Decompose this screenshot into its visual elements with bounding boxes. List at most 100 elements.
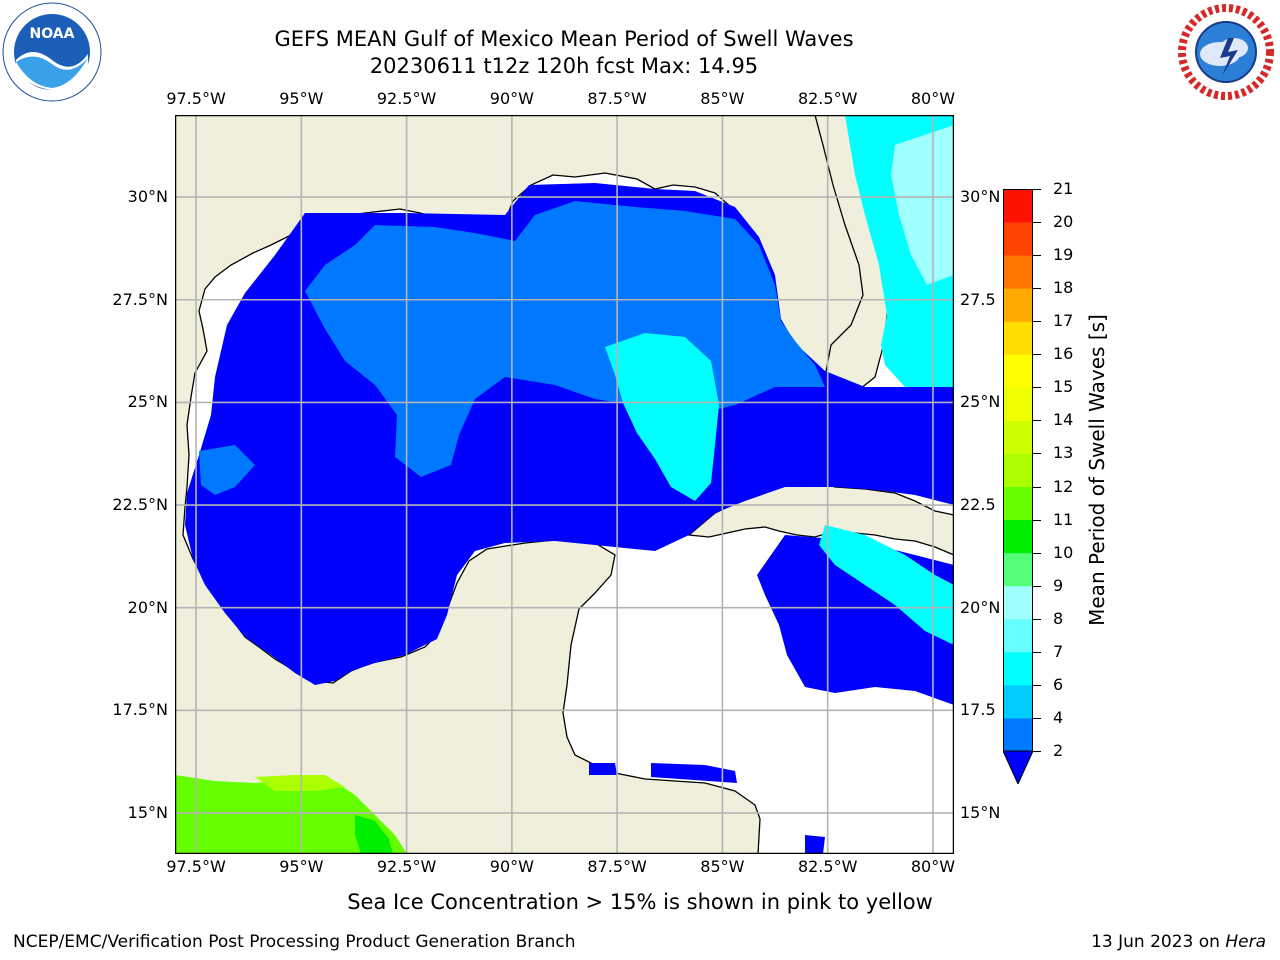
colorbar-tick-mark: [1033, 453, 1041, 455]
colorbar-tick-mark: [1033, 255, 1041, 257]
colorbar-tick-mark: [1033, 354, 1041, 356]
map-panel: [174, 114, 955, 855]
colorbar-tick-label: 6: [1053, 674, 1064, 694]
colorbar-tick-mark: [1033, 552, 1041, 554]
colorbar-segment: [1003, 453, 1033, 488]
colorbar-tick-mark: [1033, 618, 1041, 620]
lat-tick-right: 15°N: [960, 802, 1001, 822]
colorbar-segment: [1003, 651, 1033, 686]
lon-tick-top: 80°W: [910, 89, 956, 108]
colorbar-segment: [1003, 288, 1033, 322]
map-frame: [174, 114, 955, 855]
lat-tick-left: 17.5°N: [112, 700, 168, 720]
colorbar-frame: [1003, 189, 1033, 752]
lat-tick-left: 25°N: [127, 392, 168, 412]
colorbar-tick-label: 12: [1053, 476, 1074, 496]
lat-tick-right: 27.5: [960, 289, 996, 309]
colorbar-tick-label: 19: [1053, 245, 1074, 265]
colorbar-tick-label: 14: [1053, 410, 1074, 430]
colorbar-tick-label: 4: [1053, 707, 1064, 727]
lon-tick-bottom: 90°W: [489, 857, 534, 876]
lon-tick-top: 87.5°W: [587, 89, 647, 108]
footer-right: 13 Jun 2023 on Hera: [1091, 932, 1266, 952]
swell-field-6to7-central: [605, 333, 719, 501]
lon-tick-bottom: 82.5°W: [797, 857, 858, 876]
colorbar-segment: [1003, 354, 1033, 388]
colorbar-label: Mean Period of Swell Waves [s]: [1085, 314, 1109, 626]
lat-tick-right: 22.5: [960, 495, 996, 515]
noaa-logo: NOAA: [2, 2, 102, 102]
swell-field-4to6-west: [199, 445, 255, 495]
lon-tick-bottom: 80°W: [910, 857, 956, 876]
colorbar-segment: [1003, 222, 1033, 256]
map-title: GEFS MEAN Gulf of Mexico Mean Period of …: [274, 27, 854, 51]
colorbar-tick-mark: [1033, 189, 1041, 190]
colorbar-segment: [1003, 519, 1033, 554]
colorbar-tick-mark: [1033, 387, 1041, 389]
lon-tick-top: 82.5°W: [797, 89, 858, 108]
lon-tick-bottom: 85°W: [700, 857, 745, 876]
lat-tick-left: 15°N: [127, 802, 168, 822]
swell-field-2to4-honduras-2: [651, 763, 737, 783]
colorbar-tick-mark: [1033, 651, 1041, 653]
lon-tick-bottom: 95°W: [279, 857, 324, 876]
colorbar-tick-label: 7: [1053, 641, 1064, 661]
colorbar: [1002, 189, 1034, 786]
colorbar-tick-label: 8: [1053, 608, 1064, 628]
noaa-logo-text: NOAA: [30, 26, 75, 42]
colorbar-tick-label: 16: [1053, 344, 1074, 364]
colorbar-tick-label: 10: [1053, 542, 1074, 562]
lat-tick-left: 22.5°N: [112, 495, 168, 515]
swell-period-map: [174, 114, 955, 855]
colorbar-tick-mark: [1033, 717, 1041, 719]
footer-host: Hera: [1225, 932, 1266, 952]
footer-left: NCEP/EMC/Verification Post Processing Pr…: [13, 932, 576, 952]
colorbar-tick-mark: [1033, 751, 1041, 752]
colorbar-tick-mark: [1033, 684, 1041, 686]
colorbar-tick-label: 21: [1053, 179, 1074, 198]
lat-tick-right: 25°N: [960, 392, 1001, 412]
sea-ice-note: Sea Ice Concentration > 15% is shown in …: [347, 890, 933, 914]
colorbar-segment: [1003, 255, 1033, 289]
swell-field: [175, 115, 954, 854]
colorbar-segment: [1003, 585, 1033, 620]
colorbar-tick-label: 13: [1053, 443, 1074, 463]
colorbar-tick-mark: [1033, 288, 1041, 290]
lon-tick-top: 92.5°W: [376, 89, 437, 108]
swell-field-12to13-pacific: [255, 775, 345, 791]
colorbar-tick-label: 15: [1053, 377, 1074, 397]
colorbar-tick-mark: [1033, 222, 1041, 224]
colorbar-tick-label: 9: [1053, 575, 1064, 595]
swell-field-8to9-east-atlantic: [891, 125, 954, 285]
colorbar-tick-label: 11: [1053, 509, 1074, 529]
lat-tick-right: 20°N: [960, 597, 1001, 617]
colorbar-tick-mark: [1033, 585, 1041, 587]
colorbar-tick-label: 20: [1053, 212, 1074, 232]
lat-tick-left: 30°N: [127, 187, 168, 207]
lon-tick-top: 95°W: [279, 89, 324, 108]
lat-tick-left: 20°N: [127, 597, 168, 617]
colorbar-segment: [1003, 486, 1033, 521]
lat-tick-right: 17.5: [960, 700, 996, 720]
colorbar-tick-mark: [1033, 321, 1041, 323]
colorbar-segment: [1003, 321, 1033, 355]
colorbar-segment: [1003, 684, 1033, 719]
lon-tick-top: 90°W: [489, 89, 534, 108]
colorbar-extend-min: [1002, 750, 1034, 786]
colorbar-segment: [1003, 420, 1033, 454]
colorbar-segment: [1003, 552, 1033, 587]
swell-field-2to4-small: [805, 835, 825, 854]
swell-field-10to12-pacific: [175, 775, 407, 854]
lon-tick-bottom: 97.5°W: [166, 857, 226, 876]
lat-tick-left: 27.5°N: [112, 289, 168, 309]
lon-tick-bottom: 87.5°W: [587, 857, 647, 876]
swell-field-6to8-caribbean: [819, 525, 954, 645]
colorbar-segment: [1003, 189, 1033, 223]
lon-tick-top: 85°W: [700, 89, 745, 108]
lat-tick-right: 30°N: [960, 187, 1001, 207]
map-subtitle: 20230611 t12z 120h fcst Max: 14.95: [369, 54, 759, 78]
swell-field-2to4-honduras-1: [589, 763, 617, 775]
colorbar-tick-mark: [1033, 420, 1041, 422]
colorbar-tick-label: 2: [1053, 741, 1064, 760]
swell-field-11-pacific: [355, 815, 393, 854]
